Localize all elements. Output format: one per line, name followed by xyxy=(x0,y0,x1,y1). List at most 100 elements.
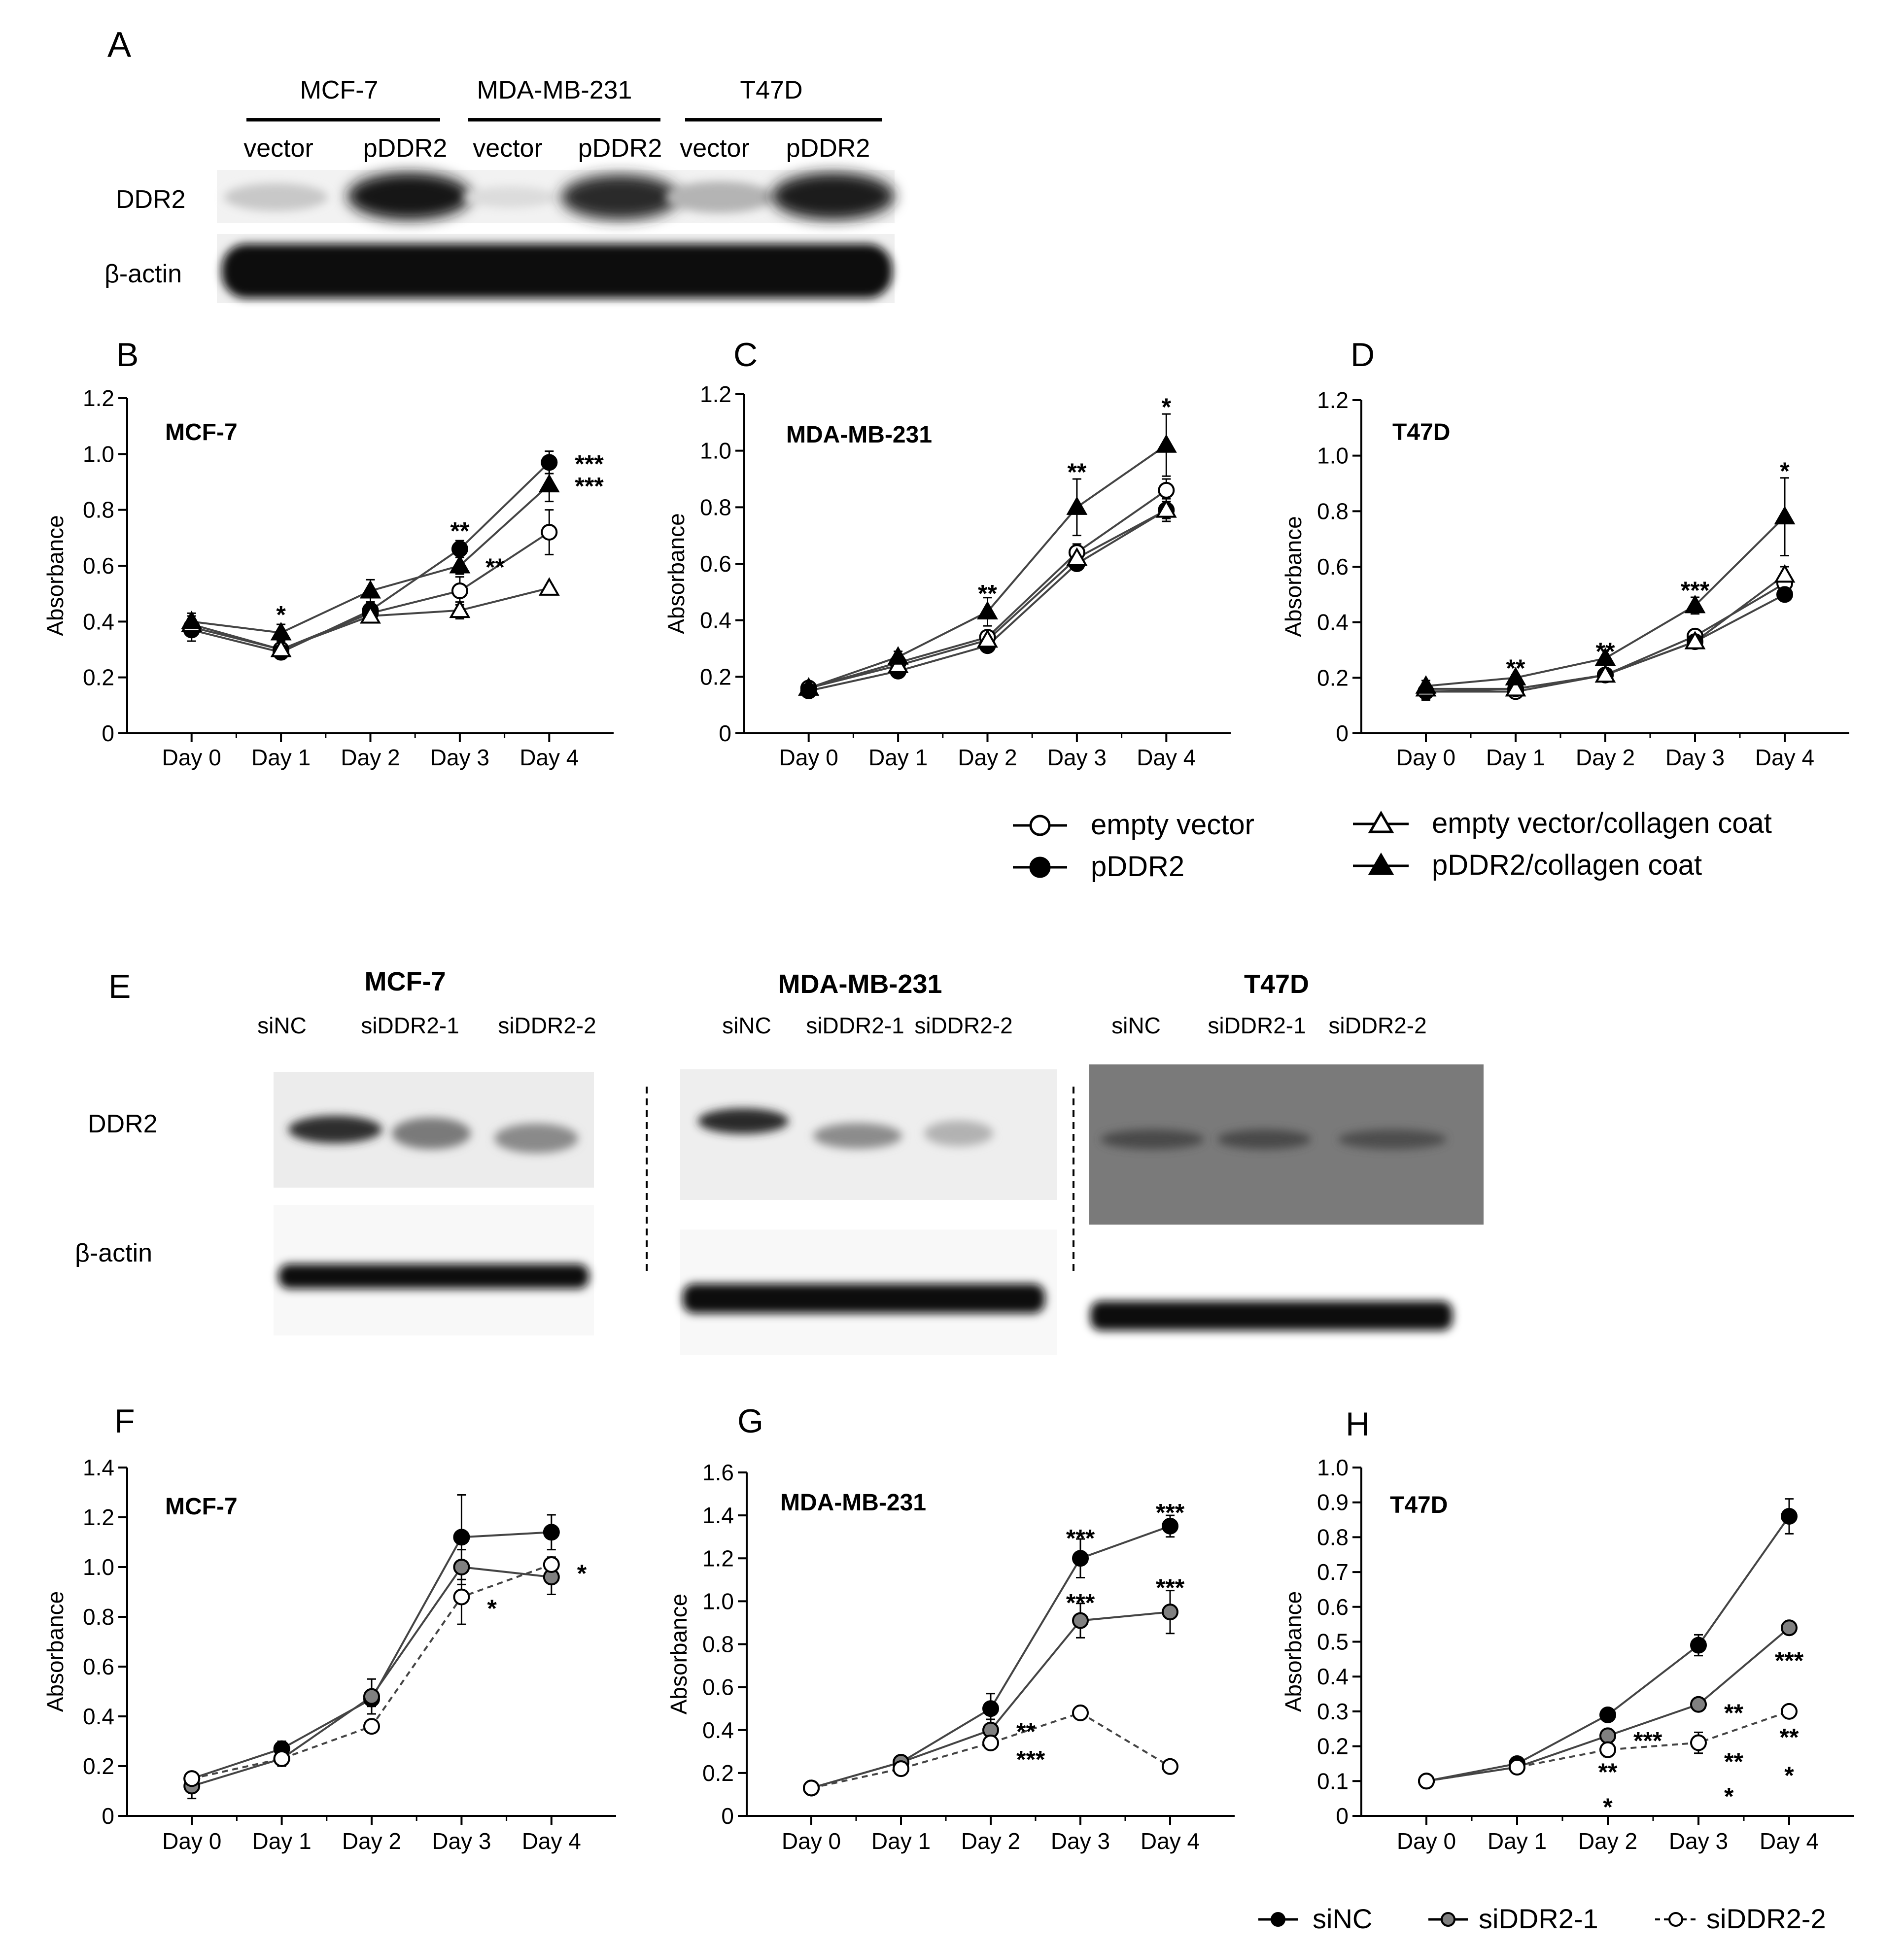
y-tick-label: 0.4 xyxy=(702,1717,734,1743)
blot-a-lane-2: pDDR2 xyxy=(363,134,448,163)
blot-e-mda-lane-3: siDDR2-2 xyxy=(914,1013,1012,1038)
data-point xyxy=(1599,1706,1616,1723)
y-tick-label: 0.4 xyxy=(1317,610,1349,635)
data-point xyxy=(273,1750,290,1767)
legend-top-label-3: empty vector/collagen coat xyxy=(1432,807,1772,839)
chart-title: MDA-MB-231 xyxy=(780,1490,926,1516)
blot-a-cellline-mcf7: MCF-7 xyxy=(300,76,379,104)
blot-a-row-ddr2: DDR2 xyxy=(116,185,186,214)
data-point xyxy=(1072,1550,1089,1567)
y-tick-label: 0.2 xyxy=(1317,665,1349,690)
y-tick-label: 0.8 xyxy=(702,1632,734,1657)
y-tick-label: 0.5 xyxy=(1317,1629,1349,1655)
data-point xyxy=(1599,1727,1616,1744)
y-tick-label: 0 xyxy=(719,720,731,746)
data-point xyxy=(1781,1703,1798,1720)
y-axis-label: Absorbance xyxy=(1281,1591,1306,1712)
y-tick-label: 1.0 xyxy=(702,1588,734,1614)
panel-label-a: A xyxy=(107,25,131,65)
data-point xyxy=(453,1588,470,1605)
x-tick-label: Day 4 xyxy=(1760,1828,1819,1854)
x-tick-label: Day 3 xyxy=(430,745,489,770)
data-point xyxy=(1781,1507,1798,1525)
panel-label-e: E xyxy=(108,968,131,1005)
chart-g: 0 0.2 0.4 0.6 0.8 1.0 1.2 1.4 1.6 Day 0 Day 1 Day 2… xyxy=(666,1460,1235,1854)
legend-bottom-label-1: siNC xyxy=(1313,1903,1372,1934)
data-point xyxy=(1599,1741,1616,1758)
significance-label: * xyxy=(577,1560,587,1587)
legend-top-label-2: pDDR2 xyxy=(1091,851,1184,883)
significance-label: *** xyxy=(1633,1727,1662,1754)
legend-marker-circle-open xyxy=(1029,815,1051,836)
y-tick-label: 0.8 xyxy=(83,497,114,523)
blot-a-lane-4: pDDR2 xyxy=(578,134,662,163)
y-tick-label: 0.8 xyxy=(83,1604,114,1630)
legend-marker-circle-open xyxy=(1668,1912,1683,1927)
x-tick-label: Day 4 xyxy=(1141,1828,1200,1854)
significance-label: ** xyxy=(1506,654,1525,682)
y-tick-label: 0.4 xyxy=(83,1704,114,1729)
panel-label-f: F xyxy=(114,1402,135,1440)
data-point xyxy=(360,580,381,599)
x-tick-label: Day 1 xyxy=(1486,745,1545,770)
panel-label-c: C xyxy=(733,336,758,374)
legend-top-item-pddr2-collagen: pDDR2/collagen coat xyxy=(1353,849,1702,881)
legend-marker-circle-filled xyxy=(1271,1912,1285,1927)
data-point xyxy=(1776,586,1793,603)
data-point xyxy=(1505,667,1526,685)
y-tick-label: 0.2 xyxy=(1317,1734,1349,1759)
blot-e-mcf7-actin xyxy=(274,1205,594,1335)
data-point xyxy=(1684,631,1706,649)
chart-title: MDA-MB-231 xyxy=(786,422,932,448)
x-tick-label: Day 4 xyxy=(1137,745,1196,770)
significance-label: * xyxy=(1603,1793,1613,1821)
y-tick-label: 1.0 xyxy=(1317,443,1349,469)
legend-top-item-empty-vector: empty vector xyxy=(1013,809,1254,841)
data-point xyxy=(538,474,560,493)
y-tick-label: 0.4 xyxy=(700,608,731,633)
significance-label: * xyxy=(1784,1762,1794,1789)
chart-f: 0 0.2 0.4 0.6 0.8 1.0 1.2 1.4 Day 0 Day 1 Day 2 Day… xyxy=(42,1455,616,1854)
y-tick-label: 0.4 xyxy=(1317,1664,1349,1689)
y-tick-label: 0.2 xyxy=(83,665,114,690)
y-tick-label: 0.8 xyxy=(1317,1524,1349,1550)
x-tick-label: Day 1 xyxy=(252,1828,312,1854)
y-axis-label: Absorbance xyxy=(666,1594,692,1715)
chart-d: 0 0.2 0.4 0.6 0.8 1.0 1.2 Day 0 Day 1 Day 2 Day 3 D… xyxy=(1281,387,1849,770)
data-point xyxy=(982,1734,999,1751)
y-tick-label: 0 xyxy=(1336,720,1349,746)
x-tick-label: Day 1 xyxy=(251,745,311,770)
x-tick-label: Day 3 xyxy=(1051,1828,1110,1854)
y-tick-label: 1.0 xyxy=(83,441,114,467)
significance-label: * xyxy=(1780,457,1790,485)
legend-top-label-1: empty vector xyxy=(1091,809,1254,841)
y-axis-label: Absorbance xyxy=(42,515,68,636)
significance-label: ** xyxy=(485,553,505,581)
significance-label: *** xyxy=(575,473,604,500)
y-tick-label: 1.2 xyxy=(83,1504,114,1530)
data-point xyxy=(360,605,381,624)
data-point xyxy=(1690,1734,1707,1751)
data-point xyxy=(1066,496,1088,515)
blot-e-mda-lane-2: siDDR2-1 xyxy=(806,1013,904,1038)
y-tick-label: 0.1 xyxy=(1317,1768,1349,1794)
x-tick-label: Day 3 xyxy=(1669,1828,1728,1854)
legend-marker-triangle-filled xyxy=(1368,853,1394,875)
data-point xyxy=(453,1529,470,1546)
data-point xyxy=(887,646,909,665)
blot-e-t47d-lane-3: siDDR2-2 xyxy=(1328,1013,1426,1038)
significance-label: ** xyxy=(1724,1748,1743,1776)
data-point xyxy=(1594,647,1616,666)
x-tick-label: Day 4 xyxy=(522,1828,581,1854)
y-tick-label: 0.7 xyxy=(1317,1559,1349,1585)
x-tick-label: Day 2 xyxy=(961,1828,1020,1854)
y-tick-label: 0.6 xyxy=(83,1654,114,1679)
y-tick-label: 1.0 xyxy=(83,1554,114,1580)
series-line xyxy=(191,1531,552,1780)
legend-bottom-label-2: siDDR2-1 xyxy=(1479,1903,1598,1934)
chart-title: MCF-7 xyxy=(165,1494,238,1520)
significance-label: * xyxy=(487,1595,497,1622)
x-tick-label: Day 2 xyxy=(1576,745,1635,770)
data-point xyxy=(1594,664,1616,683)
